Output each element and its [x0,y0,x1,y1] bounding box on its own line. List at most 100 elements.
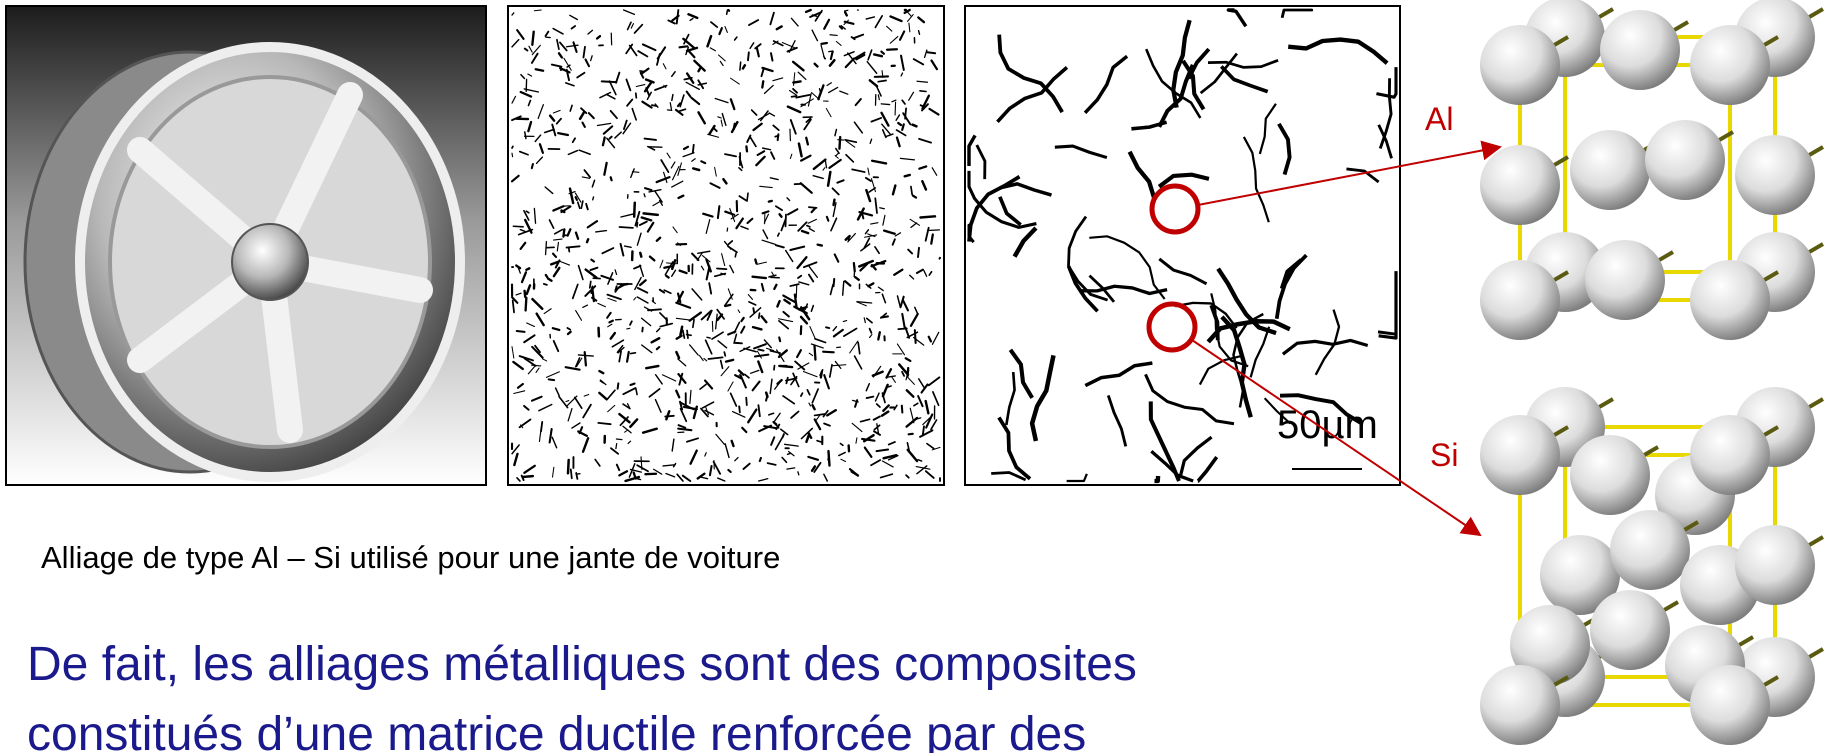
particle [640,456,643,471]
particle [724,153,737,158]
particle [689,389,692,405]
particle [870,117,883,123]
particle [671,180,684,188]
silicon-phase [1377,330,1398,339]
particle [758,424,773,433]
particle [586,220,599,229]
particle [648,255,656,262]
particle [765,347,775,352]
particle [816,439,823,444]
particle [930,233,934,245]
particle [511,444,520,455]
particle [679,407,688,423]
particle [790,410,800,419]
particle [864,234,878,238]
particle [518,150,529,156]
particle [758,456,762,463]
particle [782,395,796,405]
particle [636,287,649,294]
particle [750,109,758,116]
particle [867,167,870,176]
particle [792,87,798,94]
particle [563,57,572,71]
particle [782,310,790,318]
particle [675,350,681,360]
silicon-phase [1145,48,1202,119]
silicon-phase [975,144,987,180]
particle [832,364,847,367]
atom [1690,260,1770,340]
particle [569,104,573,112]
particle [578,149,591,156]
particle [615,443,618,450]
particle [675,334,683,340]
particle [545,371,560,378]
particle [619,416,629,427]
particle [735,217,744,230]
particle [854,399,859,408]
particle [705,258,712,273]
particle [640,317,652,327]
particle [873,430,882,436]
particle [781,41,796,49]
particle [597,302,606,308]
particle [784,249,794,263]
particle [870,259,887,268]
particle [677,242,681,247]
particle [654,374,663,385]
particle [743,373,750,379]
particle [913,417,922,421]
particle [891,99,897,103]
particle [861,437,876,442]
particle [855,53,866,61]
particle [664,261,674,276]
particle [530,52,539,64]
particle [733,36,738,41]
particle [574,192,582,203]
particle [816,243,824,247]
silicon-phase [1219,65,1269,94]
particle [894,232,902,237]
particle [592,196,595,201]
particle [634,210,641,227]
particle [551,327,561,332]
particle [671,438,675,452]
particle [786,208,799,216]
particle [652,201,660,207]
particle [523,334,536,344]
particle [796,349,802,359]
particle [707,356,724,360]
wheel-photo [5,5,487,486]
particle [723,351,727,357]
particle [546,277,553,282]
particle [699,383,707,390]
particle [643,193,646,198]
particle [851,168,866,173]
particle [854,276,860,281]
particle [927,376,941,387]
particle [790,17,799,27]
particle [590,258,596,263]
particle [857,341,861,355]
particle [829,34,838,37]
particle [511,95,517,104]
particle [651,300,656,305]
particle [685,81,700,91]
particle [519,241,527,250]
particle [761,210,770,215]
particle [650,337,661,344]
silicon-phase [967,134,977,167]
particle [761,147,772,151]
particle [631,107,637,121]
particle [512,360,524,371]
particle [552,27,564,35]
particle [571,422,581,429]
arrow [1191,339,1482,537]
particle [903,173,912,178]
particle [541,358,548,362]
particle [877,286,884,292]
particle [677,162,683,176]
silicon-phase [1012,226,1038,258]
particle [692,318,695,329]
particle [930,59,939,71]
